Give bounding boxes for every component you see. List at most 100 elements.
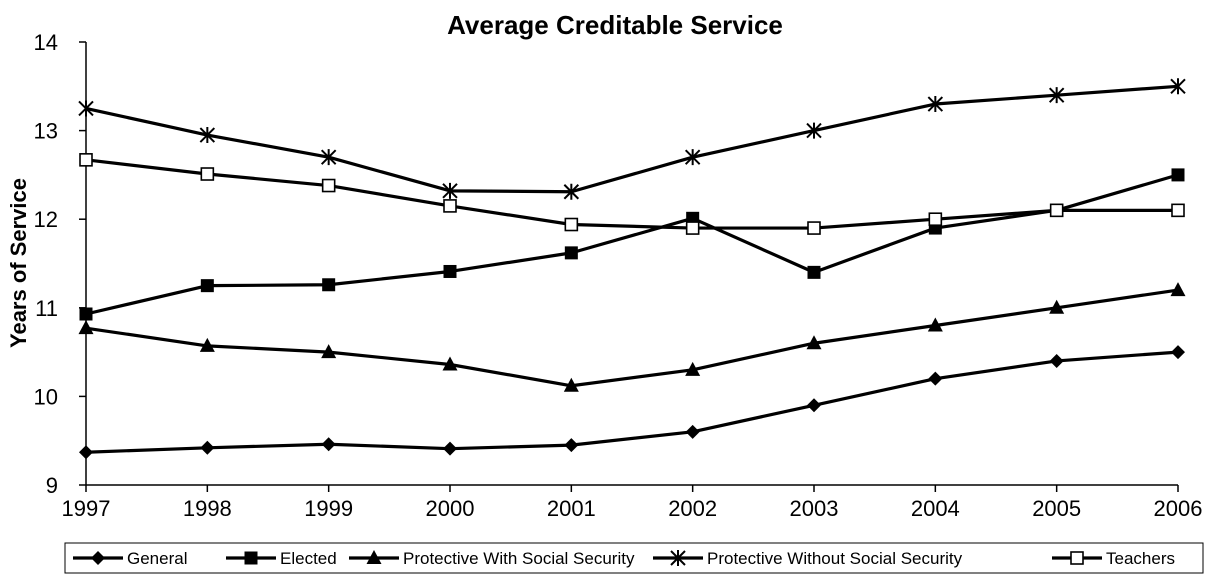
- asterisk-marker: [78, 100, 94, 117]
- asterisk-marker: [320, 149, 337, 166]
- data-point-general: [200, 440, 215, 455]
- legend-item-protective-without-social-security: Protective Without Social Security: [653, 549, 963, 568]
- filled-square-marker: [322, 278, 336, 292]
- legend-marker: [366, 550, 382, 564]
- x-tick-label: 2004: [911, 496, 960, 521]
- legend-item-elected: Elected: [226, 549, 337, 568]
- data-point-teachers: [1049, 203, 1064, 218]
- data-point-protective-without-social-security: [199, 127, 216, 144]
- filled-square-marker: [200, 279, 214, 293]
- triangle-marker: [78, 320, 94, 335]
- series-line-general: [85, 350, 1179, 454]
- y-axis-label: Years of Service: [6, 178, 31, 348]
- data-point-protective-without-social-security: [442, 182, 458, 199]
- asterisk-marker: [806, 122, 822, 139]
- triangle-marker: [806, 335, 822, 350]
- x-tick-label: 2000: [426, 496, 475, 521]
- open-square-marker: [200, 167, 215, 181]
- diamond-marker: [443, 441, 457, 456]
- open-square-marker: [807, 221, 821, 235]
- open-square-marker: [685, 221, 700, 235]
- data-point-protective-with-social-security: [1049, 299, 1065, 314]
- legend-box: [64, 542, 1204, 574]
- y-tick-label: 12: [34, 207, 58, 232]
- y-tick-label: 9: [46, 473, 58, 498]
- chart-title: Average Creditable Service: [447, 10, 783, 40]
- filled-square-marker: [564, 246, 578, 260]
- x-tick-label: 1998: [183, 496, 232, 521]
- data-point-teachers: [321, 178, 336, 193]
- diamond-marker: [685, 424, 700, 439]
- data-point-protective-with-social-security: [321, 344, 337, 359]
- series-general: [79, 345, 1185, 460]
- filled-square-marker: [807, 265, 821, 279]
- legend-label: Elected: [280, 549, 337, 568]
- data-point-teachers: [79, 153, 93, 167]
- asterisk-marker: [1170, 78, 1186, 95]
- data-point-general: [928, 371, 943, 386]
- data-point-protective-with-social-security: [199, 337, 215, 352]
- triangle-marker: [442, 356, 458, 371]
- series-layer: [78, 78, 1186, 460]
- legend-item-teachers: Teachers: [1052, 549, 1175, 568]
- open-square-marker: [443, 199, 457, 213]
- x-tick-label: 2002: [668, 496, 717, 521]
- filled-square-marker: [1171, 168, 1185, 182]
- diamond-marker: [1171, 345, 1185, 360]
- data-point-protective-without-social-security: [927, 96, 944, 113]
- x-tick-label: 2001: [547, 496, 596, 521]
- asterisk-marker: [442, 182, 458, 199]
- diamond-marker: [200, 440, 215, 455]
- asterisk-marker: [670, 550, 686, 566]
- diamond-marker: [321, 437, 336, 452]
- data-point-elected: [807, 265, 821, 279]
- series-line-teachers: [85, 158, 1178, 230]
- data-point-general: [564, 438, 579, 453]
- data-point-protective-without-social-security: [684, 149, 701, 166]
- data-point-protective-with-social-security: [78, 320, 94, 335]
- y-tick-label: 13: [34, 119, 58, 144]
- data-point-protective-with-social-security: [442, 356, 458, 371]
- series-elected: [79, 168, 1185, 321]
- series-teachers: [79, 153, 1185, 235]
- data-point-protective-without-social-security: [320, 149, 337, 166]
- data-point-protective-without-social-security: [806, 122, 822, 139]
- triangle-marker: [1170, 282, 1186, 297]
- data-point-general: [1171, 345, 1185, 360]
- series-line-protective-with-social-security: [85, 288, 1179, 388]
- data-point-protective-with-social-security: [685, 361, 701, 376]
- triangle-marker: [321, 344, 337, 359]
- x-tick-label: 2006: [1154, 496, 1203, 521]
- data-point-elected: [1171, 168, 1185, 182]
- legend-label: General: [127, 549, 187, 568]
- data-point-general: [807, 398, 821, 413]
- data-point-teachers: [685, 221, 700, 235]
- series-line-protective-without-social-security: [85, 84, 1179, 194]
- data-point-elected: [79, 307, 93, 321]
- triangle-marker: [199, 337, 215, 352]
- diamond-marker: [79, 445, 93, 460]
- triangle-marker: [563, 377, 579, 392]
- asterisk-marker: [1048, 87, 1065, 104]
- legend-marker: [244, 551, 258, 565]
- legend: General Elected Protective With Social Sec…: [64, 542, 1204, 574]
- asterisk-marker: [927, 96, 944, 113]
- open-square-marker: [79, 153, 93, 167]
- y-tick-label: 10: [34, 384, 58, 409]
- data-point-protective-without-social-security: [563, 183, 580, 200]
- series-protective-with-social-security: [78, 282, 1186, 392]
- data-point-general: [79, 445, 93, 460]
- triangle-marker: [366, 550, 382, 564]
- data-point-teachers: [928, 212, 943, 226]
- asterisk-marker: [684, 149, 701, 166]
- data-point-elected: [200, 279, 214, 293]
- data-point-protective-with-social-security: [563, 377, 579, 392]
- filled-square-marker: [244, 551, 258, 565]
- legend-label: Protective With Social Security: [403, 549, 635, 568]
- diamond-marker: [1049, 353, 1064, 368]
- legend-label: Protective Without Social Security: [707, 549, 963, 568]
- y-tick-label: 11: [35, 296, 58, 321]
- legend-marker: [1070, 551, 1084, 565]
- data-point-protective-without-social-security: [78, 100, 94, 117]
- triangle-marker: [927, 317, 943, 332]
